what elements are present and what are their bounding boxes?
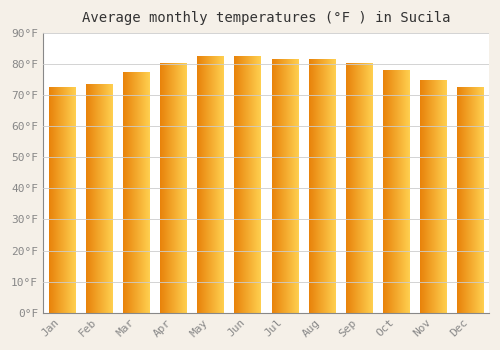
Title: Average monthly temperatures (°F ) in Sucila: Average monthly temperatures (°F ) in Su… xyxy=(82,11,450,25)
